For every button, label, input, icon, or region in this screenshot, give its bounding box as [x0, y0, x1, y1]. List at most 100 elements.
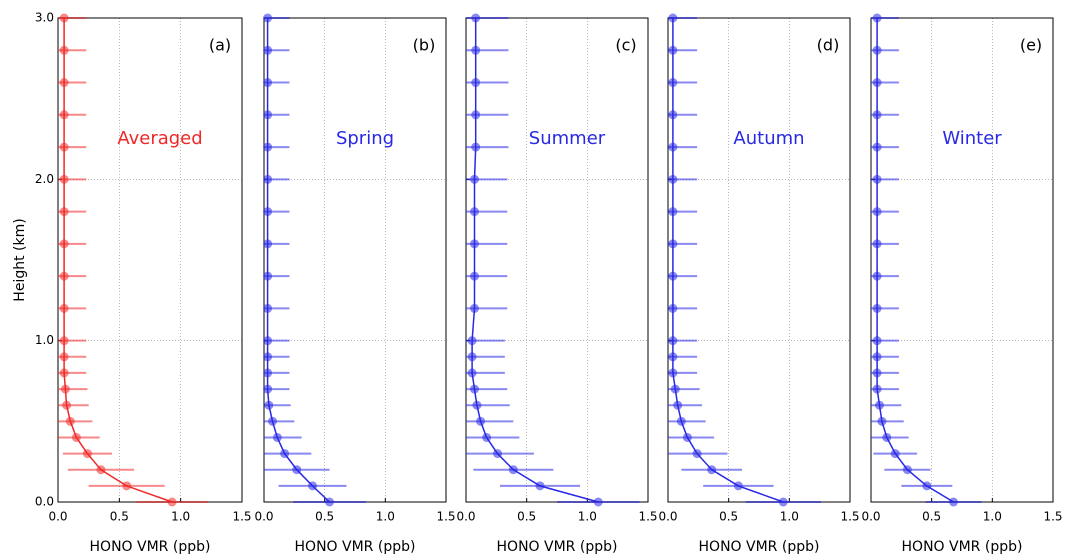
data-point [471, 142, 481, 152]
data-point [872, 142, 882, 152]
data-point [593, 497, 603, 507]
data-point [59, 352, 69, 362]
data-point [493, 449, 503, 459]
data-point [668, 13, 678, 23]
data-point [469, 303, 479, 313]
data-point [272, 432, 282, 442]
x-tick-label: 0.0 [254, 510, 273, 524]
x-tick-label: 0.0 [48, 510, 67, 524]
data-point [482, 432, 492, 442]
profile-line [672, 18, 784, 503]
profile-line [266, 18, 331, 503]
panel-label: (d) [817, 36, 840, 55]
annotation: Autumn [733, 128, 804, 149]
x-axis-title: HONO VMR (ppb) [90, 539, 211, 555]
data-point [263, 239, 273, 249]
data-point [668, 207, 678, 217]
x-tick-label: 1.5 [840, 510, 859, 524]
data-point [59, 78, 69, 88]
data-point [263, 352, 273, 362]
x-tick-label: 1.5 [1043, 510, 1062, 524]
data-point [872, 239, 882, 249]
plot-frame [57, 17, 243, 503]
data-point [872, 368, 882, 378]
data-point [471, 110, 481, 120]
profile-line [63, 18, 173, 503]
y-tick-label: 3.0 [35, 11, 54, 25]
data-point [292, 465, 302, 475]
data-point [59, 336, 69, 346]
data-point [62, 400, 72, 410]
data-point [872, 352, 882, 362]
data-point [872, 110, 882, 120]
data-point [308, 481, 318, 491]
data-point [472, 400, 482, 410]
data-point [263, 78, 273, 88]
x-tick-label: 1.0 [171, 510, 190, 524]
data-point [890, 449, 900, 459]
data-point [949, 497, 959, 507]
data-point [872, 78, 882, 88]
panel-label: (e) [1020, 36, 1042, 55]
x-tick-label: 0.5 [517, 510, 536, 524]
data-point [668, 45, 678, 55]
data-point [469, 384, 479, 394]
x-tick-label: 0.0 [658, 510, 677, 524]
data-point [263, 368, 273, 378]
data-point [872, 303, 882, 313]
data-point [122, 481, 132, 491]
data-point [668, 110, 678, 120]
x-axis-title: HONO VMR (ppb) [295, 539, 416, 555]
data-point [872, 13, 882, 23]
profile-line [471, 18, 599, 503]
data-point [59, 110, 69, 120]
data-point [733, 481, 743, 491]
data-point [508, 465, 518, 475]
data-point [167, 497, 177, 507]
data-point [263, 110, 273, 120]
x-axis-title: HONO VMR (ppb) [699, 539, 820, 555]
data-point [670, 384, 680, 394]
data-point [692, 449, 702, 459]
x-tick-label: 1.0 [578, 510, 597, 524]
data-point [882, 432, 892, 442]
data-point [263, 174, 273, 184]
data-point [263, 384, 273, 394]
x-tick-label: 1.5 [638, 510, 657, 524]
data-point [59, 271, 69, 281]
x-tick-label: 1.5 [436, 510, 455, 524]
plot-frame [870, 17, 1054, 503]
y-tick-label: 2.0 [35, 172, 54, 186]
annotation: Averaged [117, 128, 202, 149]
annotation: Spring [336, 128, 394, 149]
data-point [872, 207, 882, 217]
x-tick-label: 0.5 [315, 510, 334, 524]
annotation: Winter [942, 128, 1002, 149]
data-point [471, 78, 481, 88]
data-point [707, 465, 717, 475]
data-point [264, 400, 274, 410]
data-point [668, 336, 678, 346]
data-point [82, 449, 92, 459]
data-point [778, 497, 788, 507]
x-tick-label: 1.0 [983, 510, 1002, 524]
data-point [668, 303, 678, 313]
x-tick-label: 0.5 [110, 510, 129, 524]
data-point [469, 174, 479, 184]
y-tick-label: 1.0 [35, 333, 54, 347]
data-point [676, 416, 686, 426]
data-point [59, 13, 69, 23]
panel-label: (a) [209, 36, 231, 55]
data-point [71, 432, 81, 442]
data-point [263, 336, 273, 346]
data-point [467, 352, 477, 362]
data-point [96, 465, 106, 475]
data-point [263, 13, 273, 23]
x-tick-label: 0.0 [861, 510, 880, 524]
data-point [922, 481, 932, 491]
data-point [668, 174, 678, 184]
data-point [469, 271, 479, 281]
data-point [668, 239, 678, 249]
